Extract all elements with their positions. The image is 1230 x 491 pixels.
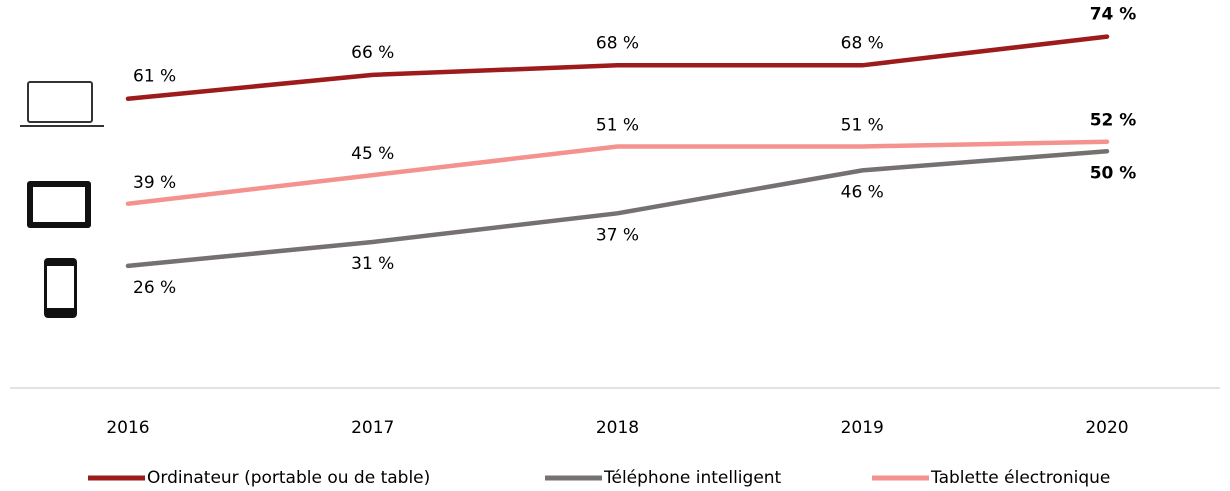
x-tick-label: 2020	[1085, 418, 1128, 438]
data-label: 51 %	[841, 115, 884, 135]
data-label: 31 %	[351, 254, 394, 274]
data-label: 46 %	[841, 182, 884, 202]
data-label: 50 %	[1090, 163, 1137, 183]
series-line	[125, 139, 1110, 207]
data-label: 39 %	[133, 173, 176, 193]
x-tick-label: 2019	[841, 418, 884, 438]
x-tick-label: 2018	[596, 418, 639, 438]
series-line	[125, 34, 1110, 101]
data-label: 51 %	[596, 115, 639, 135]
data-label: 45 %	[351, 144, 394, 164]
legend-label: Ordinateur (portable ou de table)	[147, 468, 430, 488]
data-label: 26 %	[133, 278, 176, 298]
data-label: 37 %	[596, 225, 639, 245]
phone-icon	[44, 258, 77, 318]
legend-label: Tablette électronique	[930, 468, 1110, 488]
data-label: 61 %	[133, 67, 176, 87]
data-label: 68 %	[841, 33, 884, 53]
tablet-icon	[27, 181, 91, 228]
x-tick-label: 2017	[351, 418, 394, 438]
data-label: 74 %	[1090, 5, 1137, 25]
legend-label: Téléphone intelligent	[603, 468, 782, 488]
data-label: 66 %	[351, 43, 394, 63]
data-label: 68 %	[596, 33, 639, 53]
x-tick-label: 2016	[106, 418, 149, 438]
series-line	[125, 149, 1110, 269]
data-label: 52 %	[1090, 111, 1137, 131]
laptop-icon	[20, 81, 104, 127]
